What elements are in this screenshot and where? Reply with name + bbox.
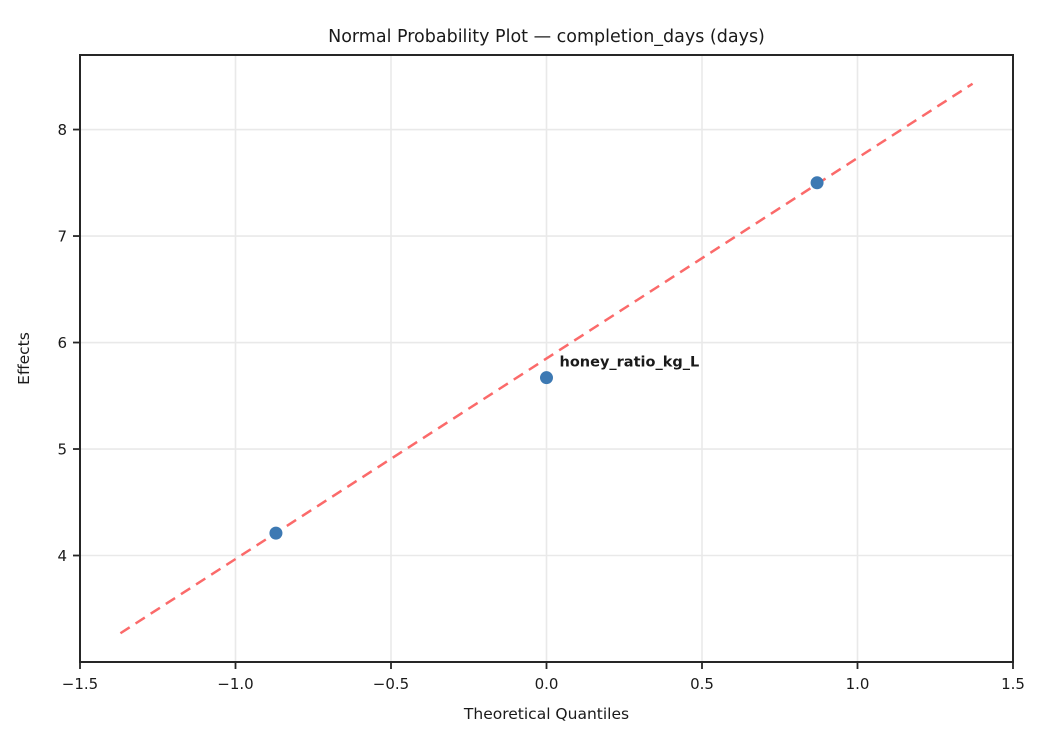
trend-line <box>119 82 974 635</box>
x-tick-label: −1.0 <box>217 675 253 693</box>
y-axis-label: Effects <box>15 332 33 385</box>
point-annotation: honey_ratio_kg_L <box>560 355 700 371</box>
data-point <box>810 176 824 190</box>
axis-ticks <box>73 128 1014 669</box>
x-tick-label: 1.0 <box>846 675 870 693</box>
data-point <box>540 371 553 385</box>
x-tick-label: −0.5 <box>373 675 409 693</box>
y-tick-label: 5 <box>57 441 67 459</box>
y-tick-label: 4 <box>57 547 67 565</box>
x-tick-label: 1.5 <box>1001 675 1025 693</box>
chart-title: Normal Probability Plot — completion_day… <box>328 27 765 47</box>
x-axis-label: Theoretical Quantiles <box>463 705 629 723</box>
x-tick-label: 0.5 <box>690 675 714 693</box>
y-tick-label: 7 <box>57 228 67 246</box>
y-tick-label: 8 <box>57 121 67 139</box>
data-points <box>269 176 824 540</box>
x-tick-label: 0.0 <box>535 675 559 693</box>
gridlines <box>79 55 1014 662</box>
y-tick-label: 6 <box>57 334 67 352</box>
x-tick-label: −1.5 <box>62 675 98 693</box>
plot-border <box>79 54 1014 663</box>
data-point <box>269 526 283 540</box>
tick-labels: −1.5 −1.0 −0.5 0.0 0.5 1.0 1.5 4 5 6 7 8 <box>57 121 1024 693</box>
